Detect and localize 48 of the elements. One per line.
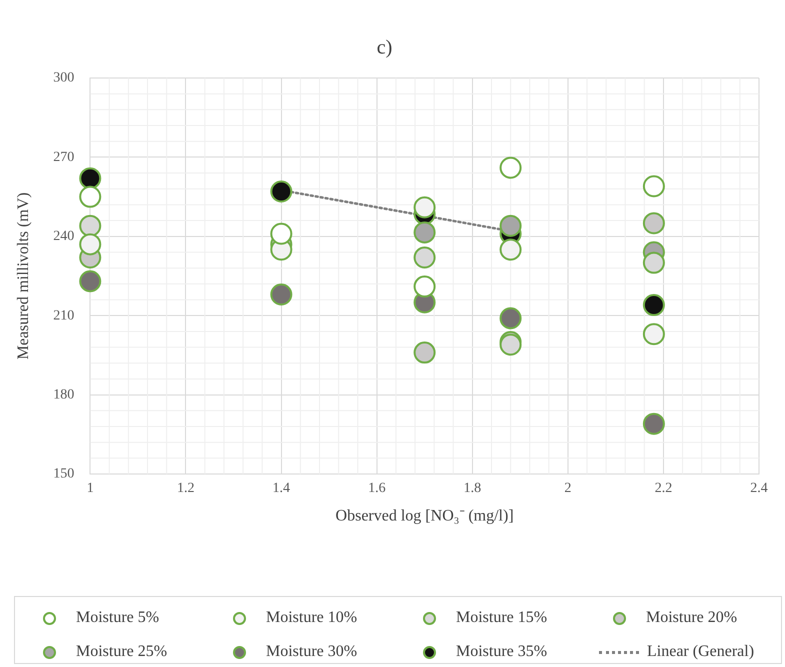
legend-label: Moisture 35% xyxy=(456,643,548,661)
legend-label: Moisture 10% xyxy=(266,609,358,627)
point xyxy=(414,196,436,218)
y-tick-label: 270 xyxy=(53,150,74,165)
point xyxy=(270,222,292,245)
point xyxy=(270,283,292,306)
point xyxy=(642,212,665,234)
point xyxy=(642,252,665,274)
x-tick-label: 2.4 xyxy=(750,481,768,496)
x-axis-title: Observed log [NO₃⁻ (mg/l)] xyxy=(336,508,514,525)
point xyxy=(642,294,665,316)
point xyxy=(79,233,102,256)
point xyxy=(500,156,522,179)
legend-label: Moisture 30% xyxy=(266,643,358,661)
y-tick-label: 300 xyxy=(53,70,74,86)
x-tick-label: 1 xyxy=(86,481,94,496)
y-tick-label: 180 xyxy=(53,387,74,402)
x-tick-label: 2 xyxy=(564,481,572,496)
point xyxy=(642,323,665,346)
point xyxy=(79,167,102,190)
point xyxy=(79,270,102,292)
x-tick-label: 1.4 xyxy=(272,481,290,496)
x-tick-label: 1.8 xyxy=(464,481,482,496)
point xyxy=(79,214,102,237)
y-tick-label: 210 xyxy=(53,308,74,324)
point xyxy=(79,186,102,208)
x-tick-label: 2.2 xyxy=(654,481,672,496)
y-tick-label: 150 xyxy=(53,466,74,482)
point xyxy=(270,180,292,203)
point xyxy=(414,221,436,244)
point xyxy=(500,214,522,237)
y-axis-title: Measured millivolts (mV) xyxy=(14,192,32,360)
legend-label: Moisture 20% xyxy=(646,609,738,627)
chart-title: c) xyxy=(376,36,392,58)
point xyxy=(414,342,436,364)
legend-label: Moisture 5% xyxy=(76,609,160,627)
point xyxy=(500,307,522,330)
point xyxy=(642,412,665,435)
x-tick-label: 1.2 xyxy=(176,481,194,496)
legend-label: Moisture 15% xyxy=(456,609,548,627)
x-tick-label: 1.6 xyxy=(368,481,386,496)
legend-label: Moisture 25% xyxy=(76,643,168,661)
y-tick-label: 240 xyxy=(53,229,74,244)
point xyxy=(414,276,436,298)
legend-label: Linear (General) xyxy=(647,643,754,661)
point xyxy=(642,175,665,198)
point xyxy=(500,238,522,261)
point xyxy=(414,246,436,269)
